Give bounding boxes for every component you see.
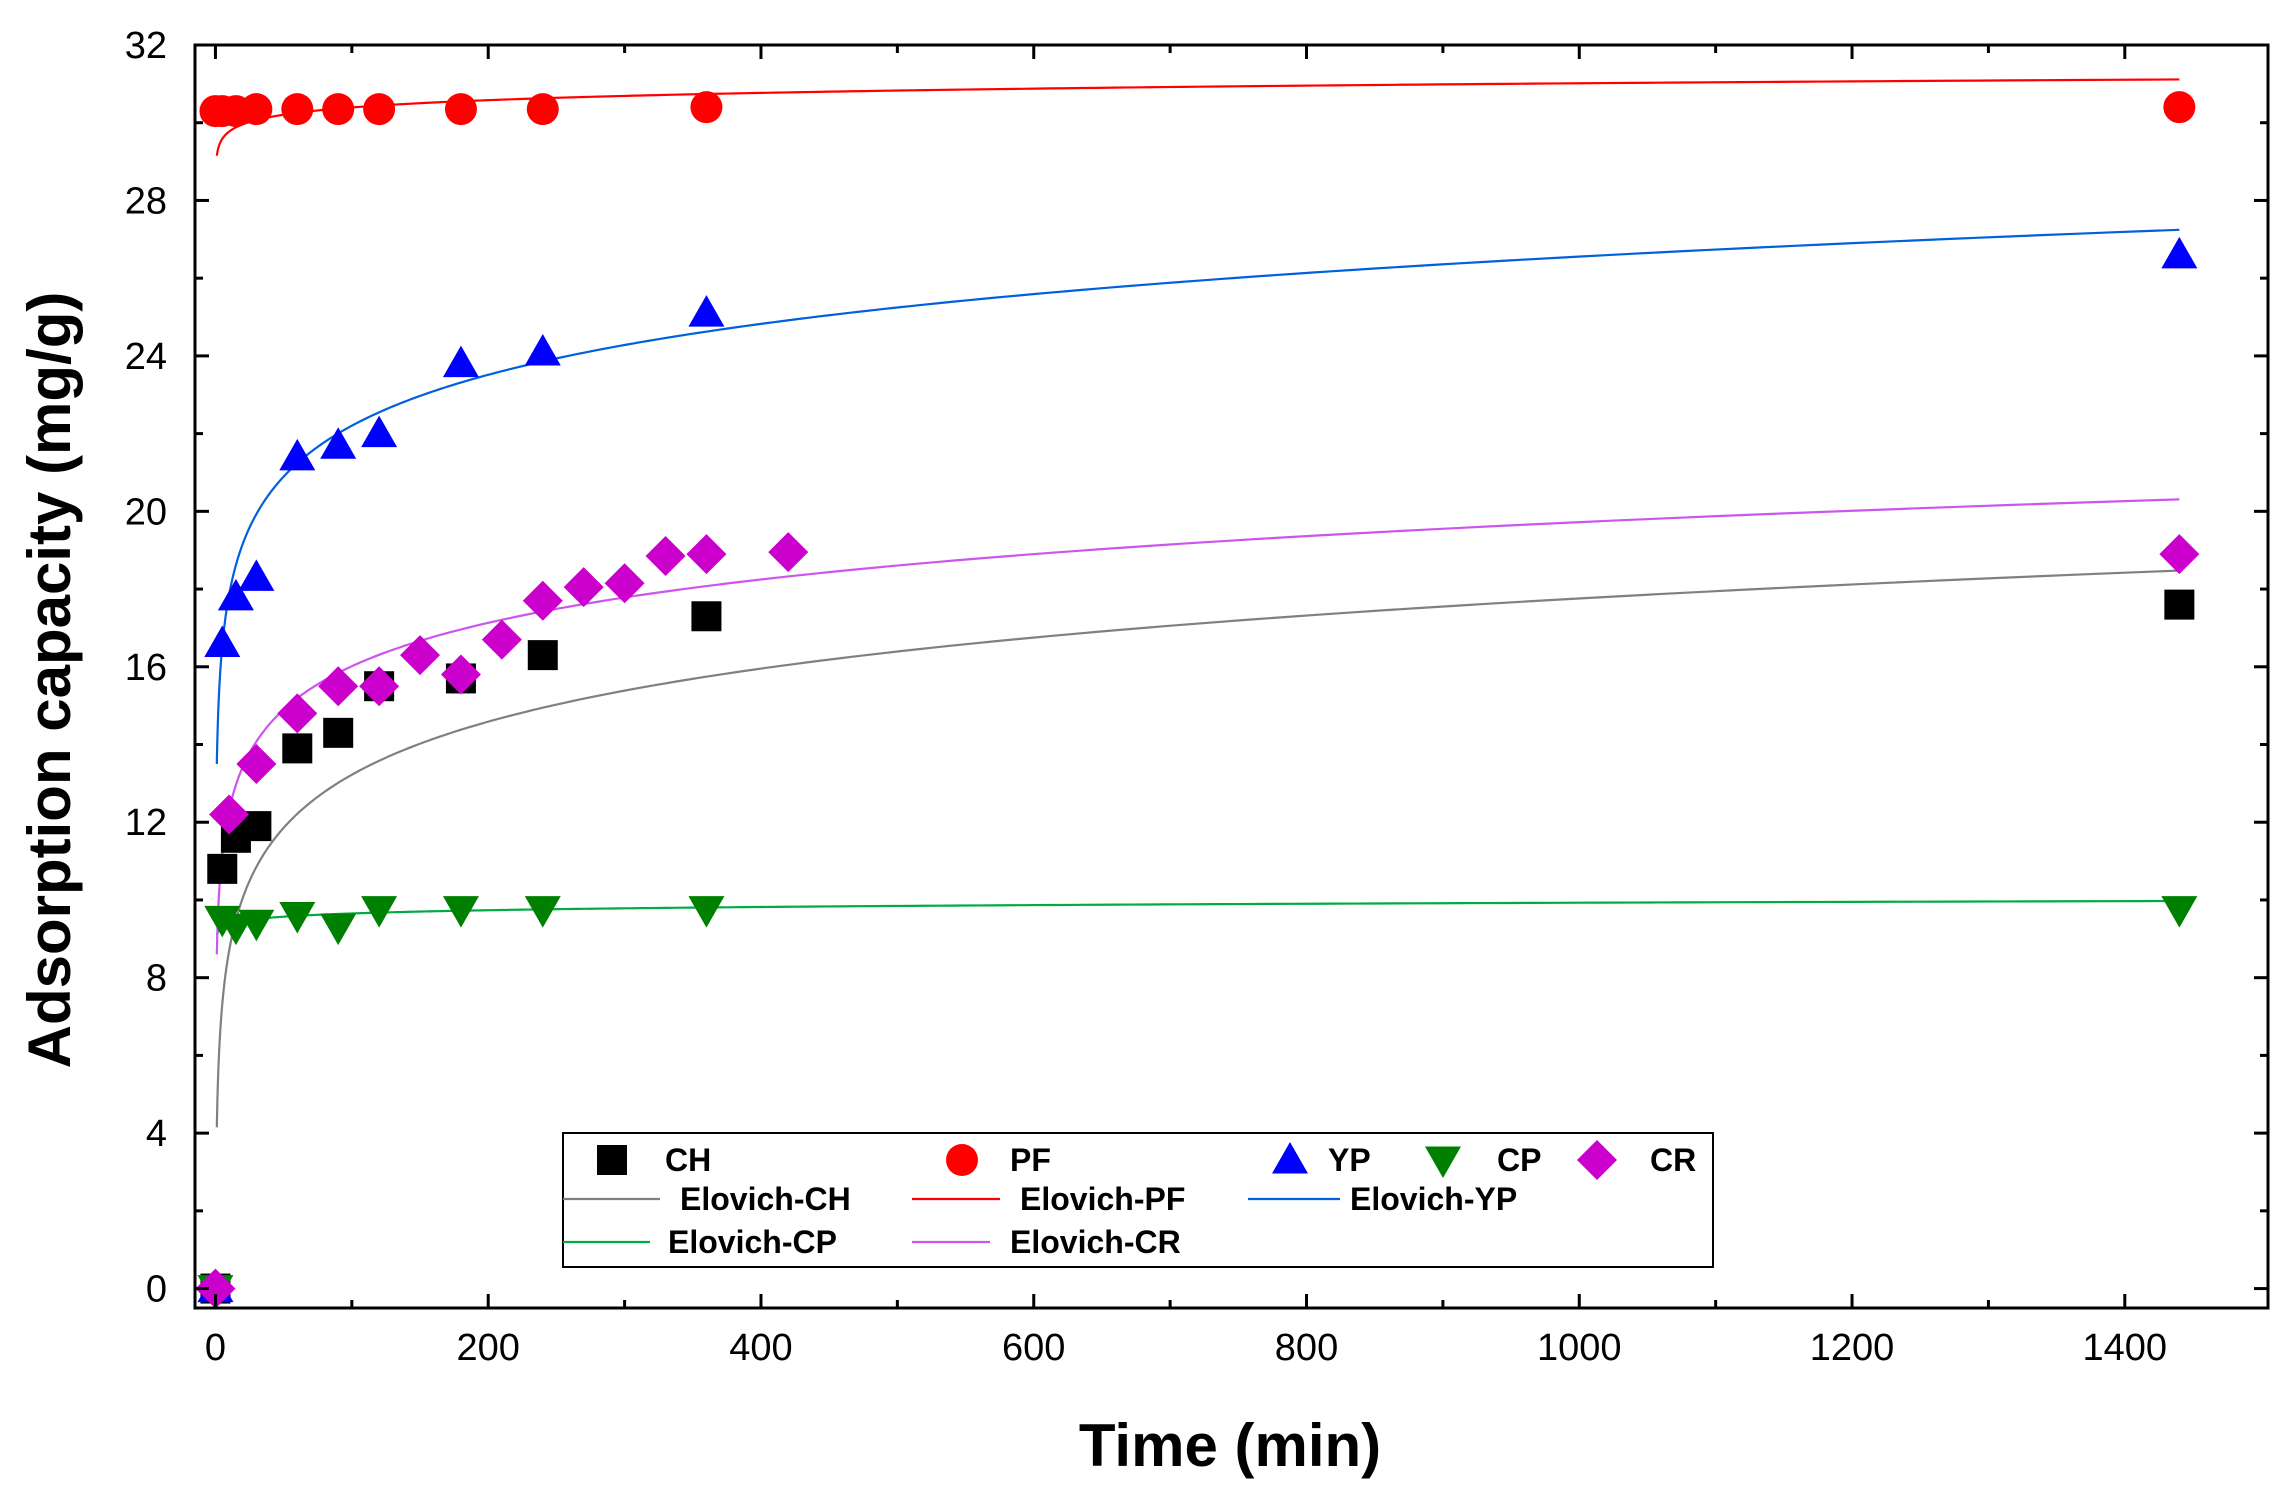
- data-point-cr: [645, 536, 686, 577]
- data-point-pf: [526, 93, 559, 126]
- data-point-cr: [2159, 534, 2200, 575]
- legend-line-label-elovich-pf: Elovich-PF: [1020, 1181, 1185, 1217]
- legend-label-cr: CR: [1650, 1142, 1696, 1178]
- x-tick-label: 1000: [1537, 1327, 1622, 1369]
- y-tick-label: 20: [125, 491, 167, 533]
- x-tick-label: 0: [205, 1327, 226, 1369]
- legend-marker-entries: CH PF YP CP CR: [597, 1140, 1696, 1180]
- data-point-cp: [320, 913, 357, 946]
- data-point-yp: [279, 438, 316, 471]
- x-tick-label: 200: [457, 1327, 520, 1369]
- data-point-cp: [442, 896, 479, 928]
- data-point-cr: [359, 666, 400, 707]
- legend-box: [562, 1132, 1714, 1268]
- data-point-cr: [236, 743, 277, 784]
- data-point-cr: [195, 1268, 236, 1309]
- data-point-ch: [691, 601, 722, 632]
- data-point-cp: [524, 896, 561, 928]
- data-point-cr: [440, 654, 481, 695]
- y-tick-label: 12: [125, 802, 167, 844]
- data-point-cr: [400, 635, 441, 676]
- legend-line-label-elovich-cr: Elovich-CR: [1010, 1224, 1181, 1260]
- data-point-yp: [238, 559, 275, 591]
- legend-marker-pf: [946, 1144, 978, 1176]
- data-point-cr: [563, 567, 604, 608]
- legend-line-label-elovich-yp: Elovich-YP: [1350, 1181, 1517, 1217]
- legend-marker-yp: [1272, 1142, 1308, 1174]
- data-point-yp: [320, 427, 357, 459]
- legend-label-ch: CH: [665, 1142, 711, 1178]
- legend: CH PF YP CP CR Elovich-CH Elovich-PF Elovich-Y…: [562, 1132, 1714, 1268]
- plot-frame: [193, 43, 2270, 1310]
- data-point-ch: [282, 733, 313, 764]
- data-point-cp: [217, 913, 254, 946]
- x-tick-label: 400: [729, 1327, 792, 1369]
- data-point-cr: [481, 619, 522, 660]
- data-point-cp: [688, 896, 725, 928]
- data-point-yp: [361, 415, 398, 448]
- fit-line-elovich-ch: [215, 569, 2180, 1128]
- x-tick-label: 1400: [2083, 1327, 2168, 1369]
- data-point-cp: [361, 896, 398, 928]
- data-point-cp: [2161, 896, 2198, 928]
- legend-line-label-elovich-cp: Elovich-CP: [668, 1224, 837, 1260]
- data-point-pf: [281, 93, 314, 126]
- data-point-cr: [686, 534, 727, 575]
- data-point-pf: [690, 91, 723, 124]
- data-point-yp: [442, 345, 479, 378]
- data-point-cr: [604, 563, 645, 604]
- data-point-yp: [688, 295, 725, 327]
- x-tick-label: 800: [1275, 1327, 1338, 1369]
- y-tick-label: 8: [146, 958, 167, 1000]
- tick-labels: 0 200 400 600 800 1000 1200 1400 0 4 8 12 16 20 24 28 32: [125, 25, 2167, 1369]
- legend-line-label-elovich-ch: Elovich-CH: [680, 1181, 851, 1217]
- data-point-yp: [2161, 236, 2198, 269]
- legend-marker-cp: [1425, 1146, 1461, 1178]
- data-point-pf: [240, 93, 273, 126]
- data-point-ch: [323, 717, 354, 748]
- data-point-ch: [2164, 589, 2195, 620]
- data-point-ch: [207, 853, 238, 884]
- y-tick-label: 16: [125, 647, 167, 689]
- data-point-cr: [768, 532, 809, 573]
- legend-label-cp: CP: [1497, 1142, 1541, 1178]
- data-point-pf: [322, 93, 355, 126]
- legend-marker-ch: [597, 1145, 627, 1175]
- x-tick-label: 1200: [1810, 1327, 1895, 1369]
- legend-label-pf: PF: [1010, 1142, 1051, 1178]
- data-point-pf: [2163, 91, 2196, 124]
- y-tick-label: 28: [125, 180, 167, 222]
- data-point-yp: [204, 625, 241, 657]
- data-point-cp: [279, 901, 316, 934]
- x-tick-label: 600: [1002, 1327, 1065, 1369]
- data-point-cr: [277, 693, 318, 734]
- y-tick-label: 32: [125, 25, 167, 67]
- data-point-ch: [527, 640, 558, 671]
- y-tick-label: 4: [146, 1113, 167, 1155]
- data-point-cp: [238, 909, 275, 942]
- y-tick-label: 0: [146, 1269, 167, 1311]
- data-point-pf: [444, 93, 477, 126]
- data-point-pf: [363, 93, 396, 126]
- legend-line-entries: Elovich-CH Elovich-PF Elovich-YP Elovich-CP…: [563, 1181, 1517, 1260]
- data-point-yp: [524, 334, 561, 366]
- data-point-cr: [209, 794, 250, 835]
- data-point-cr: [318, 666, 359, 707]
- data-point-yp: [217, 578, 254, 611]
- data-point-cr: [522, 580, 563, 621]
- y-axis-title: Adsorption capacity (mg/g): [16, 292, 83, 1069]
- x-axis-title: Time (min): [1079, 1412, 1381, 1479]
- legend-marker-cr: [1577, 1140, 1617, 1180]
- legend-label-yp: YP: [1328, 1142, 1371, 1178]
- data-markers: [195, 91, 2200, 1309]
- axis-ticks: [195, 43, 2268, 1308]
- fit-line-elovich-yp: [215, 228, 2180, 764]
- y-tick-label: 24: [125, 336, 167, 378]
